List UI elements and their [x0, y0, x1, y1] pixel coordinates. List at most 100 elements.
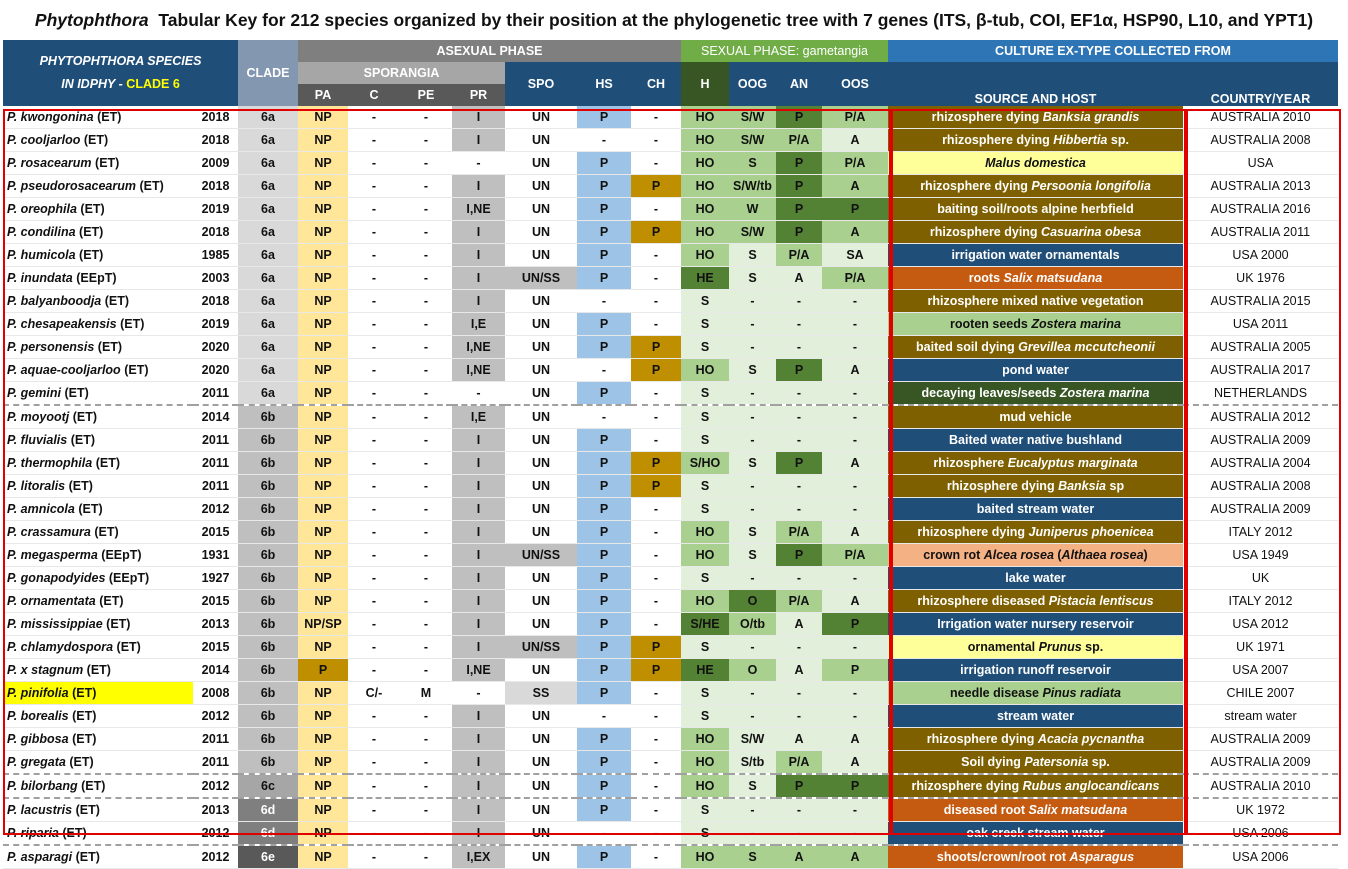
- hs-cell: P: [577, 681, 631, 705]
- pr-cell: I,NE: [452, 358, 505, 382]
- c-cell: -: [348, 106, 400, 129]
- col-pa: PA: [298, 84, 348, 106]
- pr-cell: I: [452, 428, 505, 452]
- oos-cell: P/A: [822, 266, 888, 290]
- an-cell: -: [776, 474, 822, 498]
- table-row: P. borealis (ET) 2012 6b NP - - I UN - - S - - - strea…: [3, 704, 1338, 728]
- type-tag: (ET): [79, 225, 104, 239]
- table-row: P. gregata (ET) 2011 6b NP - - I UN P - HO S/tb P/A A…: [3, 750, 1338, 775]
- clade-cell: 6a: [238, 312, 298, 336]
- pe-cell: -: [400, 750, 452, 775]
- country-year-cell: AUSTRALIA 2008: [1183, 128, 1338, 152]
- source-text: irrigation water ornamentals: [951, 248, 1120, 262]
- year-cell: 2019: [193, 312, 238, 336]
- table-row: P. pseudorosacearum (ET) 2018 6a NP - - I UN P P H…: [3, 174, 1338, 198]
- species-name: P. litoralis (ET): [3, 474, 193, 498]
- species-binomial: P. humicola: [7, 248, 76, 262]
- oog-cell: O/tb: [729, 612, 776, 636]
- country-year-cell: AUSTRALIA 2012: [1183, 405, 1338, 429]
- an-cell: P: [776, 220, 822, 244]
- ch-cell: -: [631, 798, 681, 822]
- source-cell: shoots/crown/root rot Asparagus: [888, 845, 1183, 869]
- an-cell: P: [776, 106, 822, 129]
- h-cell: S: [681, 821, 729, 846]
- pr-cell: I: [452, 566, 505, 590]
- host-synonym: Althaea rosea: [1061, 548, 1144, 562]
- hs-cell: -: [577, 289, 631, 313]
- source-cell: diseased root Salix matsudana: [888, 798, 1183, 822]
- an-cell: P: [776, 774, 822, 799]
- c-cell: -: [348, 197, 400, 221]
- table-row: P. humicola (ET) 1985 6a NP - - I UN P - HO S P/A SA i…: [3, 243, 1338, 267]
- species-binomial: P. gibbosa: [7, 732, 69, 746]
- table-row: P. personensis (ET) 2020 6a NP - - I,NE UN P P S - -…: [3, 335, 1338, 359]
- country-year-cell: AUSTRALIA 2009: [1183, 727, 1338, 751]
- pe-cell: -: [400, 128, 452, 152]
- type-tag: (ET): [69, 755, 94, 769]
- h-cell: S: [681, 428, 729, 452]
- c-cell: -: [348, 381, 400, 406]
- sporangia-header: SPORANGIA: [298, 62, 505, 84]
- spo-cell: UN: [505, 106, 577, 129]
- c-cell: -: [348, 405, 400, 429]
- source-cell: Irrigation water nursery reservoir: [888, 612, 1183, 636]
- source-text: rhizosphere diseased: [917, 594, 1049, 608]
- pe-cell: -: [400, 174, 452, 198]
- spo-cell: UN: [505, 335, 577, 359]
- type-tag: (ET): [95, 456, 121, 470]
- c-cell: -: [348, 821, 400, 846]
- pe-cell: -: [400, 428, 452, 452]
- pe-cell: -: [400, 566, 452, 590]
- oog-cell: S: [729, 543, 776, 567]
- an-cell: A: [776, 658, 822, 682]
- pa-cell: NP: [298, 312, 348, 336]
- table-row: P. crassamura (ET) 2015 6b NP - - I UN P - HO S P/A A…: [3, 520, 1338, 544]
- oos-cell: -: [822, 474, 888, 498]
- ch-cell: -: [631, 727, 681, 751]
- an-cell: A: [776, 266, 822, 290]
- clade-cell: 6a: [238, 266, 298, 290]
- source-text: rhizosphere dying: [911, 779, 1023, 793]
- oog-cell: -: [729, 704, 776, 728]
- pa-cell: NP: [298, 798, 348, 822]
- hs-cell: P: [577, 845, 631, 869]
- host-name: Alcea rosea: [983, 548, 1054, 562]
- type-tag: (ET): [120, 317, 145, 331]
- h-cell: HE: [681, 658, 729, 682]
- host-suffix: sp.: [1107, 133, 1129, 147]
- hs-cell: P: [577, 774, 631, 799]
- clade-cell: 6c: [238, 774, 298, 799]
- species-name: P. riparia (ET): [3, 821, 193, 846]
- pa-cell: NP: [298, 774, 348, 799]
- species-name: P. cooljarloo (ET): [3, 128, 193, 152]
- pe-cell: -: [400, 266, 452, 290]
- pe-cell: -: [400, 335, 452, 359]
- hs-cell: P: [577, 312, 631, 336]
- oos-cell: -: [822, 335, 888, 359]
- pa-cell: NP: [298, 106, 348, 129]
- pa-cell: NP: [298, 821, 348, 846]
- year-cell: 2018: [193, 106, 238, 129]
- species-name: P. gregata (ET): [3, 750, 193, 775]
- c-cell: -: [348, 174, 400, 198]
- pa-cell: NP: [298, 704, 348, 728]
- oos-cell: A: [822, 750, 888, 775]
- type-tag: (ET): [64, 386, 89, 400]
- source-text: baited stream water: [976, 502, 1095, 516]
- species-header-line2: IN IDPHY -: [61, 77, 123, 91]
- spo-cell: UN: [505, 704, 577, 728]
- c-cell: -: [348, 658, 400, 682]
- clade-cell: 6a: [238, 358, 298, 382]
- oos-cell: -: [822, 635, 888, 659]
- year-cell: 2009: [193, 151, 238, 175]
- pe-cell: -: [400, 798, 452, 822]
- h-cell: HO: [681, 106, 729, 129]
- hs-cell: P: [577, 520, 631, 544]
- pr-cell: I: [452, 106, 505, 129]
- host-name: Malus domestica: [985, 156, 1086, 170]
- ch-cell: -: [631, 681, 681, 705]
- country-year-cell: stream water: [1183, 704, 1338, 728]
- ch-cell: -: [631, 497, 681, 521]
- c-cell: C/-: [348, 681, 400, 705]
